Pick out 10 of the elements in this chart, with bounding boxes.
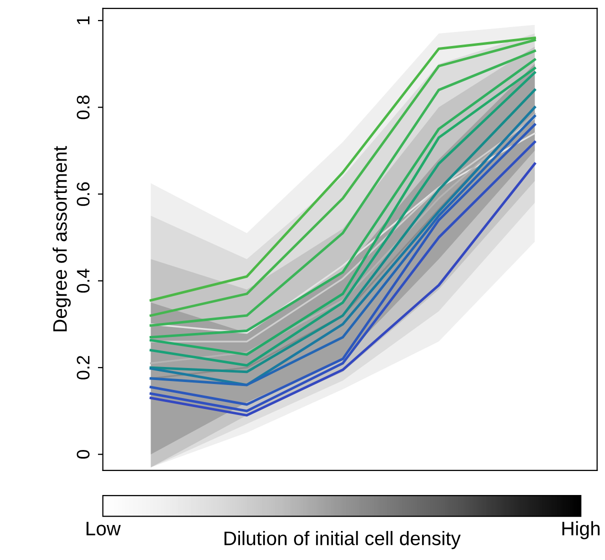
color-bar-label: Low <box>86 522 121 536</box>
y-tick-label: 0.4 <box>76 268 90 293</box>
y-axis-title: Degree of assortment <box>52 146 71 332</box>
color-bar-label: High <box>562 521 600 540</box>
y-tick-label: 0.8 <box>76 96 90 120</box>
color-bar-title: Dilution of initial cell density <box>224 530 461 550</box>
y-tick-label: 0.2 <box>76 356 90 380</box>
y-tick-label: 0.6 <box>76 182 90 206</box>
y-tick-label: 1 <box>76 16 90 24</box>
y-tick-label: 0 <box>76 450 90 459</box>
